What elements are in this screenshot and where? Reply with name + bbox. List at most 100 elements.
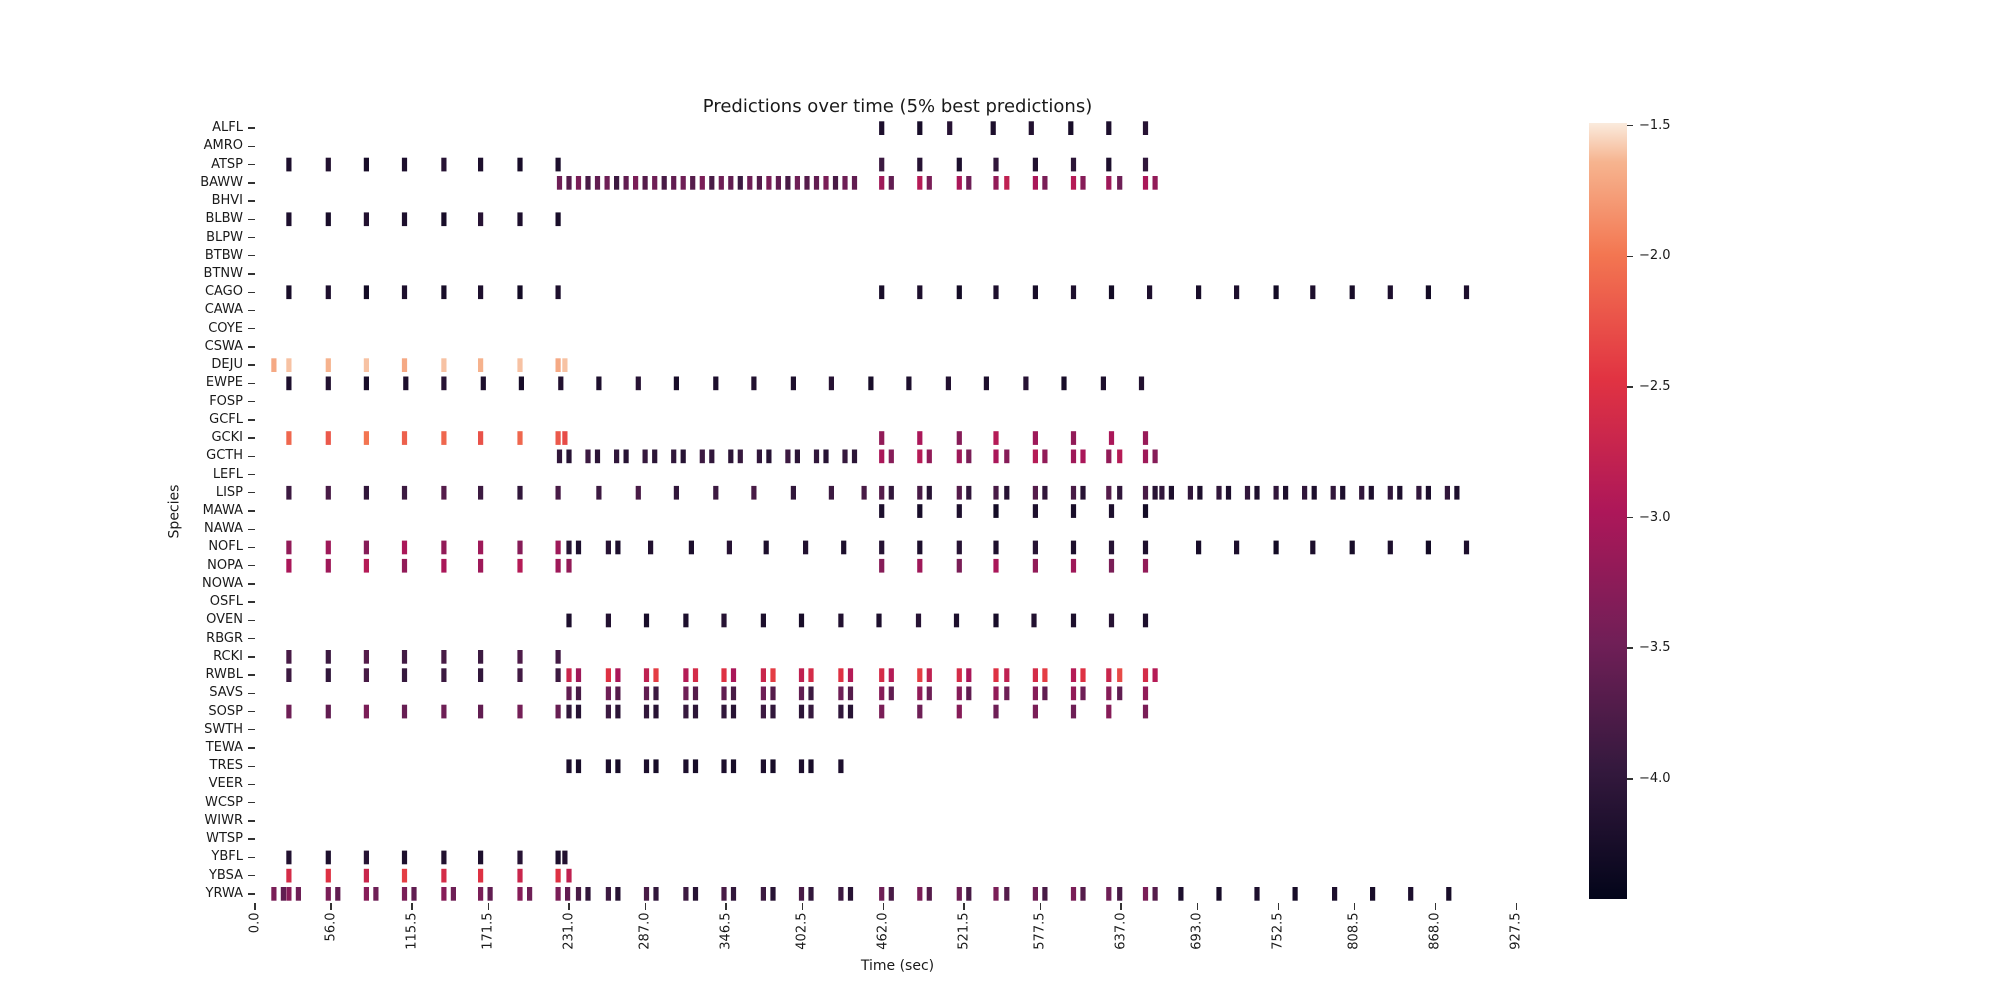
heatmap-cell	[728, 176, 734, 190]
y-tick-label: SWTH	[204, 721, 243, 737]
heatmap-cell	[730, 686, 737, 701]
heatmap-cell	[993, 668, 999, 682]
heatmap-cell	[847, 668, 854, 682]
y-tick-mark	[248, 255, 255, 257]
heatmap-cell	[1106, 176, 1112, 190]
heatmap-cell	[1106, 449, 1112, 464]
heatmap-cell	[721, 704, 727, 719]
y-tick-mark	[248, 528, 255, 530]
heatmap-cell	[555, 212, 561, 227]
y-tick-label: GCKI	[211, 430, 243, 446]
heatmap-cell	[804, 176, 810, 190]
heatmap-cell	[280, 887, 286, 901]
heatmap-cell	[271, 887, 277, 901]
heatmap-cell	[888, 485, 894, 500]
heatmap-cell	[325, 850, 331, 865]
heatmap-cell	[888, 449, 894, 464]
heatmap-cell	[760, 613, 766, 628]
heatmap-cell	[566, 176, 572, 190]
y-tick-label: BTBW	[204, 247, 243, 263]
heatmap-cell	[558, 376, 564, 391]
heatmap-cell	[615, 668, 621, 682]
heatmap-cell	[635, 376, 641, 391]
heatmap-cell	[993, 431, 999, 445]
heatmap-cell	[635, 485, 641, 500]
heatmap-cell	[1152, 668, 1158, 682]
y-tick-label: FOSP	[209, 393, 243, 409]
heatmap-cell	[566, 613, 572, 628]
heatmap-cell	[286, 485, 292, 500]
heatmap-cell	[956, 449, 962, 464]
heatmap-cell	[403, 376, 409, 391]
heatmap-cell	[917, 540, 923, 555]
heatmap-cell	[879, 704, 885, 719]
heatmap-cell	[947, 121, 953, 135]
y-tick-mark	[248, 601, 255, 603]
heatmap-cell	[1310, 540, 1316, 555]
heatmap-cell	[1108, 431, 1115, 445]
heatmap-cell	[555, 157, 561, 172]
heatmap-cell	[566, 668, 572, 682]
heatmap-cell	[286, 358, 292, 372]
y-tick-label: SAVS	[209, 685, 243, 701]
heatmap-cell	[790, 485, 796, 500]
heatmap-cell	[1142, 887, 1149, 901]
heatmap-cell	[555, 668, 561, 682]
heatmap-cell	[1454, 485, 1460, 500]
colorbar-tick-label: −2.0	[1639, 248, 1671, 264]
heatmap-cell	[566, 540, 572, 555]
heatmap-cell	[401, 850, 408, 865]
heatmap-cell	[1283, 485, 1289, 500]
heatmap-cell	[653, 759, 659, 774]
heatmap-cell	[1117, 449, 1123, 464]
heatmap-cell	[517, 157, 523, 172]
heatmap-cell	[1196, 285, 1202, 300]
heatmap-cell	[917, 157, 923, 172]
heatmap-cell	[1004, 176, 1010, 190]
heatmap-cell	[718, 176, 724, 190]
heatmap-cell	[594, 176, 601, 190]
heatmap-cell	[1340, 485, 1346, 500]
heatmap-cell	[517, 285, 523, 300]
heatmap-cell	[441, 212, 447, 227]
heatmap-cell	[652, 449, 658, 464]
x-tick-label: 927.5	[1508, 912, 1524, 950]
heatmap-cell	[721, 613, 727, 628]
heatmap-cell	[1108, 285, 1115, 300]
heatmap-cell	[847, 887, 854, 901]
heatmap-cell	[401, 668, 408, 682]
heatmap-cell	[763, 540, 769, 555]
colorbar-tick-label: −3.5	[1639, 640, 1671, 656]
heatmap-cell	[643, 686, 650, 701]
heatmap-cell	[1368, 485, 1374, 500]
heatmap-cell	[692, 704, 699, 719]
heatmap-cell	[1244, 485, 1251, 500]
x-tick-mark	[1353, 903, 1356, 910]
heatmap-cell	[1302, 485, 1308, 500]
heatmap-cell	[751, 376, 757, 391]
y-tick-mark	[248, 455, 255, 457]
y-tick-label: CAGO	[204, 284, 243, 300]
heatmap-cell	[596, 485, 602, 500]
heatmap-cell	[653, 668, 659, 682]
heatmap-plot	[271, 121, 1470, 901]
heatmap-cell	[1070, 285, 1077, 300]
y-tick-mark	[248, 327, 255, 330]
heatmap-cell	[286, 668, 292, 682]
heatmap-cell	[838, 613, 844, 628]
heatmap-cell	[555, 704, 561, 719]
heatmap-cell	[614, 176, 620, 190]
y-tick-mark	[248, 619, 255, 622]
heatmap-cell	[517, 868, 523, 883]
heatmap-cell	[699, 449, 705, 464]
y-tick-mark	[248, 291, 255, 293]
heatmap-cell	[363, 212, 369, 227]
heatmap-cell	[1070, 540, 1077, 555]
heatmap-cell	[917, 176, 923, 190]
heatmap-cell	[993, 686, 999, 701]
heatmap-cell	[926, 686, 932, 701]
heatmap-cell	[286, 650, 292, 664]
heatmap-cell	[1080, 887, 1086, 901]
heatmap-cell	[709, 449, 715, 464]
heatmap-cell	[478, 650, 484, 664]
